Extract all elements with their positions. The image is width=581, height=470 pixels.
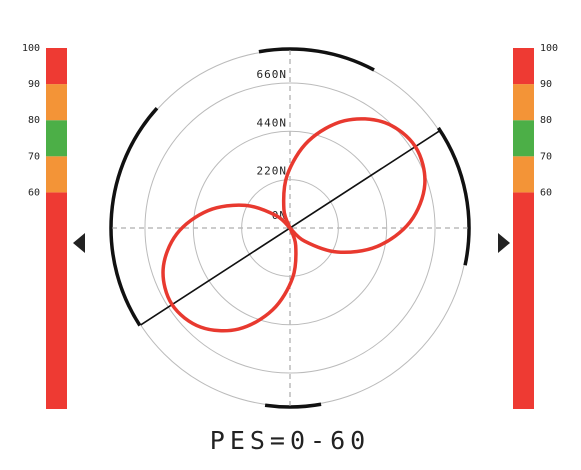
r-tick-label: 660N	[257, 68, 288, 81]
gauge-tick-label: 80	[28, 115, 40, 126]
gauge-band	[46, 156, 67, 193]
gauge-tick-label: 60	[540, 187, 552, 198]
rim-arc	[258, 47, 375, 72]
gauge-tick-label: 60	[28, 187, 40, 198]
gauge-tick-label: 100	[22, 43, 40, 54]
grid-ring	[241, 179, 339, 277]
gauge-band	[513, 120, 534, 157]
gauge-marker	[73, 232, 85, 253]
gauge-marker	[498, 232, 510, 253]
force-curve	[161, 117, 427, 333]
gauge-band	[513, 192, 534, 409]
grid-ring	[192, 130, 388, 326]
gauge-band	[513, 48, 534, 85]
rim-arc	[264, 402, 322, 409]
gauge-band	[46, 48, 67, 85]
rim-arc	[436, 126, 471, 266]
gauge-band	[46, 84, 67, 121]
r-tick-label: 220N	[257, 165, 288, 178]
chart-title: PES=0-60	[210, 426, 370, 455]
gauge-band	[46, 120, 67, 157]
grid-ring	[144, 82, 436, 374]
gauge-tick-label: 70	[28, 151, 40, 162]
r-tick-label: 440N	[257, 116, 288, 129]
gauge-tick-label: 90	[28, 79, 40, 90]
gauge-tick-label: 90	[540, 79, 552, 90]
gauge-band	[46, 192, 67, 409]
gauge-band	[513, 156, 534, 193]
gauge-band	[513, 84, 534, 121]
gauge-tick-label: 70	[540, 151, 552, 162]
rim-arc	[109, 107, 159, 327]
gauge-tick-label: 80	[540, 115, 552, 126]
gauge-tick-label: 100	[540, 43, 558, 54]
